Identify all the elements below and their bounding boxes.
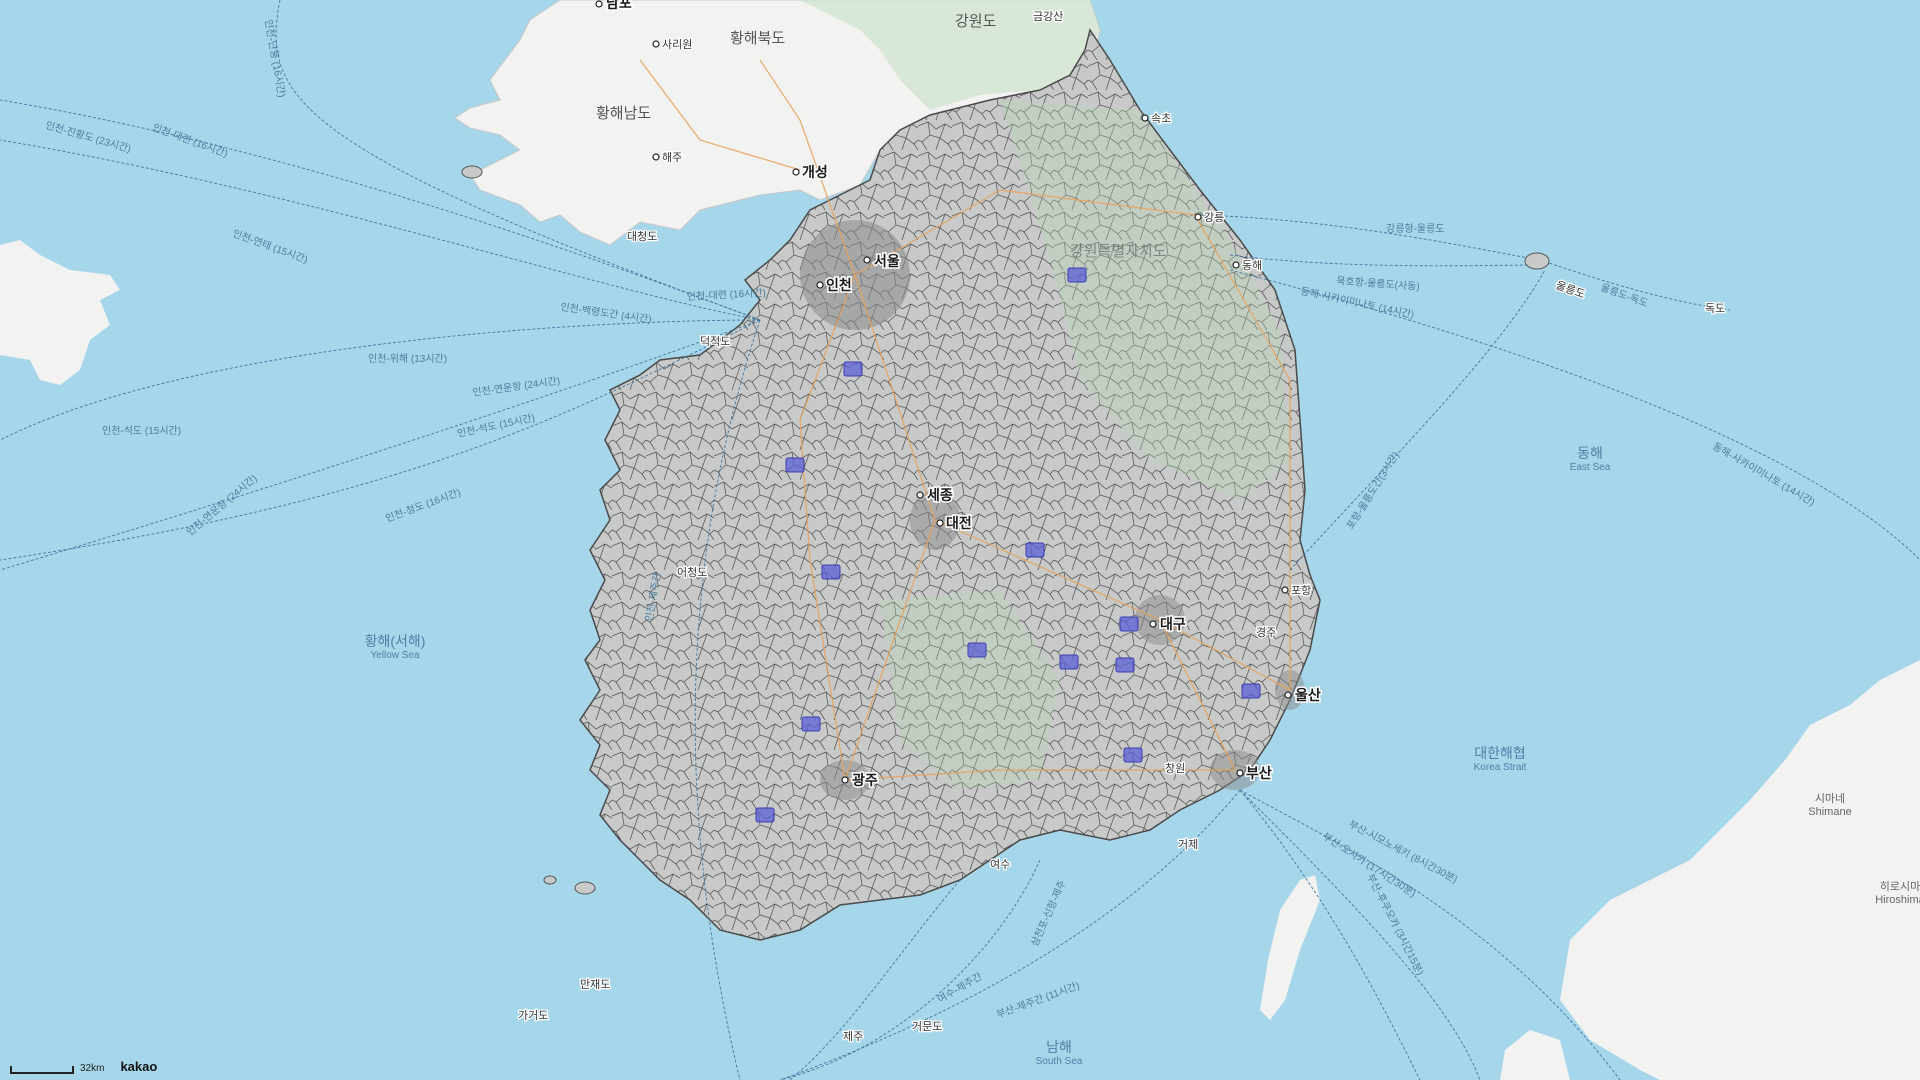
island-label: 덕적도: [700, 335, 730, 348]
cctv-marker[interactable]: [1059, 654, 1079, 670]
island-label: 독도: [1705, 302, 1725, 315]
ferry-route-label: 인천-위해 (13시간): [368, 352, 447, 365]
island-label: 어청도: [677, 566, 707, 579]
ferry-route-label: 인천-대련 (16시간): [687, 287, 767, 303]
sea-label: 대한해협: [1474, 745, 1526, 761]
cctv-markers[interactable]: [755, 267, 1261, 823]
sea-label: 황해(서해): [365, 633, 426, 649]
island-label: 대청도: [627, 230, 657, 243]
sea-label: 동해: [1577, 445, 1603, 461]
kakao-logo[interactable]: kakao: [120, 1059, 158, 1074]
town-label: 강릉: [1204, 211, 1224, 224]
sea-sublabel: Yellow Sea: [370, 650, 420, 661]
tsushima-island: [1260, 875, 1320, 1020]
town-label: 포항: [1291, 584, 1311, 597]
peak-label: 금강산: [1033, 10, 1063, 23]
island-label: 만재도: [580, 978, 610, 991]
cctv-marker[interactable]: [1067, 267, 1087, 283]
mountain-tint: [1000, 100, 1290, 500]
island-label: 가거도: [518, 1009, 548, 1022]
japan-label: 시마네: [1815, 792, 1845, 805]
cctv-marker[interactable]: [1123, 747, 1143, 763]
province-label: 황해남도: [596, 105, 651, 122]
city-label-sejong: 세종: [927, 487, 953, 503]
cctv-marker[interactable]: [1241, 683, 1261, 699]
town-label: 여수: [990, 858, 1010, 871]
cctv-marker[interactable]: [843, 361, 863, 377]
province-label: 강원특별자치도: [1070, 243, 1167, 260]
island-sw-1: [574, 881, 596, 895]
baengnyeongdo: [461, 165, 483, 179]
ulleungdo: [1524, 252, 1550, 270]
south-korea-land: [579, 28, 1321, 941]
city-label-busan: 부산: [1246, 765, 1272, 781]
ferry-route-label: 강릉항-울릉도: [1386, 223, 1445, 235]
cctv-marker[interactable]: [1119, 616, 1139, 632]
mountain-tint-south: [880, 590, 1060, 790]
island-sw-2: [543, 875, 557, 885]
cctv-marker[interactable]: [755, 807, 775, 823]
sea-sublabel: Korea Strait: [1474, 762, 1527, 773]
cctv-marker[interactable]: [967, 642, 987, 658]
sea-label: 남해: [1046, 1039, 1072, 1055]
map-scale: 32km kakao: [10, 1059, 157, 1074]
sea-sublabel: South Sea: [1036, 1056, 1083, 1067]
city-dots: [595, 0, 1292, 784]
island-label: 거문도: [912, 1020, 942, 1033]
sea-sublabel: East Sea: [1570, 462, 1611, 473]
cctv-marker[interactable]: [821, 564, 841, 580]
ferry-route-label: 묵호항-울릉도(사동): [1336, 275, 1420, 293]
island-label: 제주: [843, 1030, 863, 1043]
province-label: 강원도: [955, 13, 997, 30]
japan-island-small: [1500, 1030, 1570, 1080]
cctv-marker[interactable]: [785, 457, 805, 473]
city-label-gwangju: 광주: [852, 772, 878, 788]
cctv-marker[interactable]: [1115, 657, 1135, 673]
town-label: 창원: [1165, 762, 1185, 775]
scale-bar: [10, 1066, 74, 1074]
province-label: 황해북도: [730, 30, 785, 47]
town-label: 개성: [802, 164, 828, 180]
north-hills: [800, 0, 1100, 110]
town-label: 경주: [1256, 626, 1276, 639]
town-label: 속초: [1151, 112, 1171, 125]
city-label-daejeon: 대전: [946, 515, 972, 531]
city-label-daegu: 대구: [1160, 616, 1186, 632]
town-label: 거제: [1178, 838, 1198, 851]
town-label: 사리원: [662, 38, 692, 51]
cctv-marker[interactable]: [1025, 542, 1045, 558]
ferry-route-label: 인천-석도 (15시간): [102, 425, 181, 437]
road-network: [639, 59, 1291, 781]
town-label: 남포: [606, 0, 632, 11]
japan-land: [1560, 660, 1920, 1080]
japan-label: 히로시마: [1880, 879, 1920, 893]
city-label-seoul: 서울: [874, 253, 900, 269]
japan-label: Shimane: [1808, 806, 1851, 818]
town-label: 해주: [662, 150, 682, 164]
china-land: [0, 240, 120, 385]
cctv-marker[interactable]: [801, 716, 821, 732]
scale-label: 32km: [80, 1063, 105, 1074]
islands: [461, 165, 1550, 895]
japan-label: Hiroshima: [1875, 894, 1920, 906]
city-label-incheon: 인천: [826, 277, 852, 293]
city-label-ulsan: 울산: [1295, 687, 1321, 703]
town-label: 동해: [1242, 258, 1262, 272]
